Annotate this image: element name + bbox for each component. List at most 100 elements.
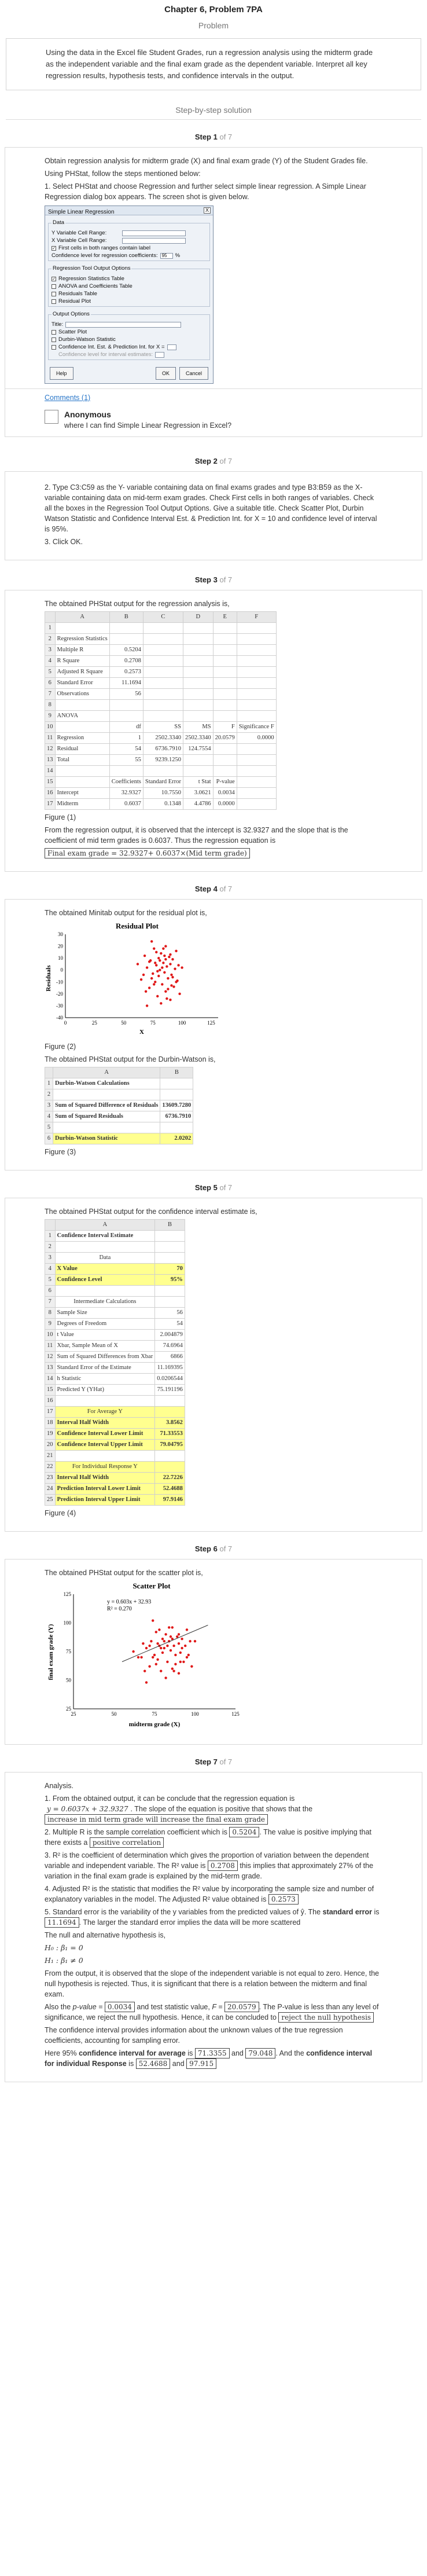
table-cell — [109, 765, 143, 777]
table-cell: 14 — [45, 765, 56, 777]
table-cell: 11 — [45, 732, 56, 744]
table-cell: Sum of Squared Residuals — [52, 1111, 161, 1122]
equation: y = 0.6037x + 32.9327 — [47, 1805, 128, 1813]
title-input[interactable] — [65, 321, 182, 328]
answer-box: 0.2573 — [268, 1894, 299, 1905]
durbin-checkbox[interactable] — [51, 337, 56, 342]
table-row: 11 Xbar, Sample Mean of X 74.6964 — [45, 1340, 185, 1352]
table-row: 14 — [45, 765, 277, 777]
data-point — [153, 947, 156, 950]
ok-button[interactable]: OK — [155, 367, 176, 380]
data-point — [162, 947, 165, 950]
table-row: 7 Intermediate Calculations — [45, 1296, 185, 1308]
table-row: 21 — [45, 1450, 185, 1462]
y-range-input[interactable] — [122, 230, 186, 236]
x-tick-label: 125 — [207, 1020, 215, 1026]
data-point — [171, 1667, 174, 1670]
trendline — [122, 1624, 208, 1663]
anova-checkbox[interactable] — [51, 284, 56, 289]
data-point — [153, 1653, 156, 1657]
ci-checkbox[interactable] — [51, 344, 56, 350]
step-label: Step 7 — [194, 1757, 218, 1766]
table-cell: MS — [182, 721, 214, 733]
data-point — [150, 977, 153, 980]
table-row: 10 t Value 2.004879 — [45, 1329, 185, 1341]
help-button[interactable]: Help — [50, 367, 73, 380]
ci-x-input[interactable] — [167, 344, 176, 350]
table-cell: 13 — [45, 754, 56, 766]
conf-unit: % — [175, 252, 181, 259]
table-cell — [142, 688, 183, 700]
regression-sheet: A B C D E F 1 2 Regression Statistics 3 Multiple R… — [45, 611, 277, 810]
close-icon[interactable]: X — [204, 207, 211, 214]
table-row: 10 df SS MS F Significance F — [45, 721, 277, 733]
table-cell — [212, 754, 237, 766]
table-cell: 2502.3340 — [182, 732, 214, 744]
x-range-input[interactable] — [122, 237, 186, 244]
table-cell: 55 — [109, 754, 143, 766]
text: . And the — [275, 2049, 304, 2057]
answer-box: 71.3355 — [194, 2048, 230, 2058]
data-point — [177, 1672, 181, 1675]
data-point — [166, 1644, 169, 1647]
table-cell: 18 — [45, 1417, 56, 1429]
table-row: 17 Midterm 0.6037 0.1348 4.4786 0.0000 — [45, 798, 277, 810]
table-row: 5 Confidence Level 95% — [45, 1274, 185, 1286]
table-cell: R Square — [54, 655, 110, 667]
step-2-paragraph: 2. Type C3:C59 as the Y- variable contai… — [45, 483, 377, 533]
data-point — [162, 962, 165, 964]
data-point — [174, 1653, 177, 1657]
table-cell: 13609.7280 — [160, 1100, 194, 1111]
x-range-label: X Variable Cell Range: — [51, 237, 107, 244]
conf-level-input[interactable]: 95 — [160, 252, 173, 259]
comments-link[interactable]: Comments (1) — [45, 394, 91, 402]
dialog-title: Simple Linear Regression — [45, 206, 213, 215]
residual-plot-checkbox[interactable] — [51, 299, 56, 304]
data-point — [164, 1676, 167, 1679]
table-row: 2 Regression Statistics — [45, 633, 277, 645]
ci-level-input[interactable] — [155, 351, 165, 358]
table-cell: 54 — [154, 1318, 185, 1330]
table-row: 6 — [45, 1285, 185, 1297]
scatter-checkbox[interactable] — [51, 329, 56, 335]
y-tick-label: 25 — [66, 1706, 72, 1712]
analysis-point-3: 3. R² is the coefficient of determinatio… — [45, 1850, 381, 1881]
table-cell — [142, 622, 183, 634]
table-cell — [212, 710, 237, 722]
table-cell: 3 — [45, 1100, 53, 1111]
first-cells-checkbox[interactable]: ✓ — [51, 245, 56, 251]
avatar — [45, 410, 58, 424]
data-point — [145, 966, 149, 969]
stats-table-checkbox[interactable]: ✓ — [51, 276, 56, 281]
table-cell: Midterm — [54, 798, 110, 810]
y-tick-label: -30 — [56, 1003, 63, 1008]
table-row: 6 Durbin-Watson Statistic 2.0202 — [45, 1133, 194, 1144]
data-point — [164, 1633, 167, 1636]
data-group: Data Y Variable Cell Range: X Variable C… — [48, 218, 210, 261]
data-point — [170, 984, 173, 987]
analysis-heading: Analysis. — [45, 1782, 74, 1790]
column-header: A — [52, 1067, 161, 1078]
answer-box: increase in mid term grade will increase… — [45, 1814, 268, 1825]
table-cell: 95% — [154, 1274, 185, 1286]
data-point — [174, 967, 176, 970]
data-point — [140, 1656, 143, 1659]
table-cell: ANOVA — [54, 710, 110, 722]
residuals-table-checkbox[interactable] — [51, 291, 56, 296]
y-tick-label: 125 — [64, 1591, 72, 1597]
x-tick-label: 25 — [71, 1711, 77, 1717]
data-point — [145, 1646, 148, 1650]
text: . The slope of the equation is positive … — [130, 1805, 313, 1813]
table-cell: 25 — [45, 1494, 56, 1506]
data-point — [177, 964, 180, 967]
table-cell: 54 — [109, 743, 143, 755]
table-cell: Prediction Interval Lower Limit — [54, 1483, 156, 1495]
table-cell — [54, 1395, 156, 1407]
text: 95% — [62, 2049, 77, 2057]
table-cell: 2.0202 — [160, 1133, 194, 1144]
table-cell — [54, 721, 110, 733]
data-point — [171, 1626, 174, 1629]
cancel-button[interactable]: Cancel — [179, 367, 208, 380]
data-point — [148, 960, 151, 963]
data-point — [179, 1660, 182, 1664]
